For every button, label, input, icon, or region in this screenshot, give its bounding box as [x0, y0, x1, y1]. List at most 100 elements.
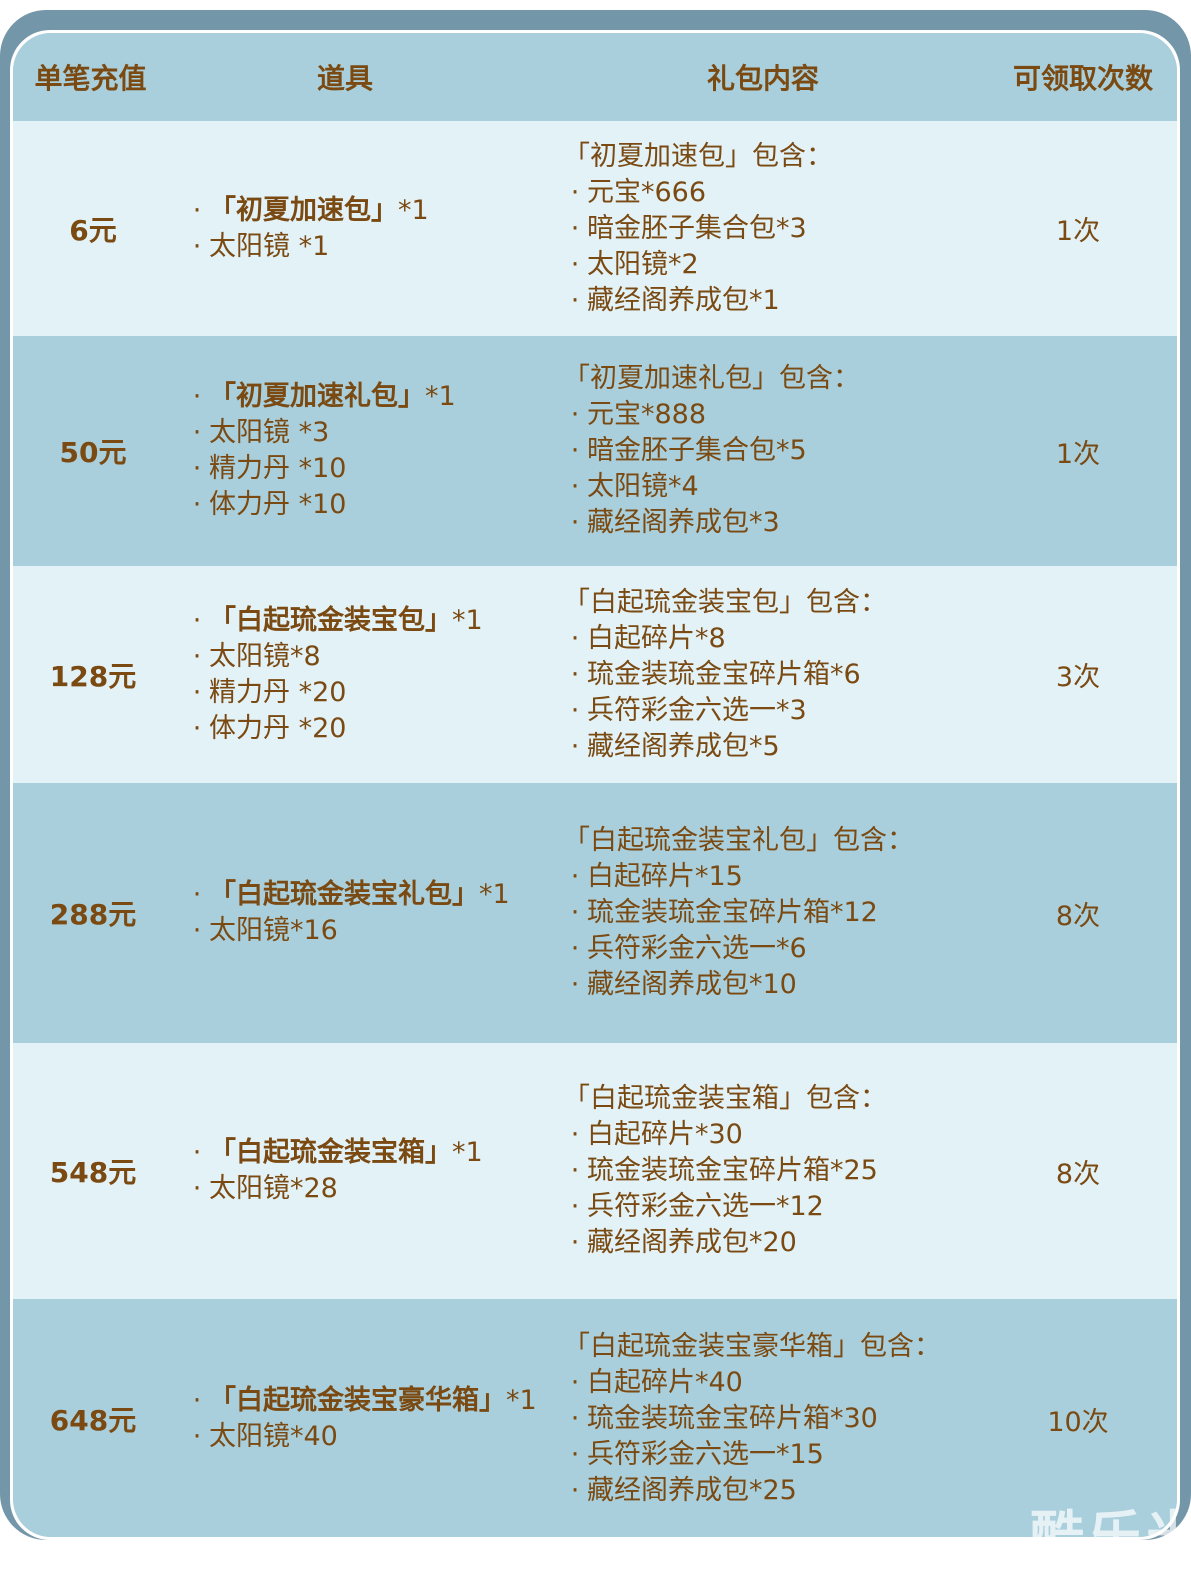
- contents-title: 「白起琉金装宝礼包」包含：: [563, 825, 914, 856]
- table-header: 单笔充值 道具 礼包内容 可领取次数: [13, 33, 1177, 121]
- item-line: · 太阳镜 *3: [185, 415, 565, 451]
- contents-title: 「白起琉金装宝箱」包含：: [563, 1083, 887, 1114]
- contents-item: 暗金胚子集合包*3: [587, 212, 807, 244]
- contents-line: · 藏经阁养成包*3: [563, 505, 1003, 541]
- item-pack-name: 「白起琉金装宝豪华箱」: [209, 1385, 506, 1416]
- bullet: ·: [570, 1439, 580, 1470]
- contents-title: 「初夏加速礼包」包含：: [563, 363, 860, 394]
- contents-line: · 藏经阁养成包*5: [563, 729, 1003, 765]
- table-row: 548元 · 「白起琉金装宝箱」*1 · 太阳镜*28 「白起琉金装宝箱」包含： · 白起碎片…: [13, 1043, 1177, 1299]
- contents-item: 兵符彩金六选一*3: [587, 694, 807, 726]
- item-qty: *1: [506, 1385, 537, 1416]
- contents-line: · 兵符彩金六选一*3: [563, 693, 1003, 729]
- header-items: 道具: [316, 62, 373, 95]
- items-cell: · 「白起琉金装宝豪华箱」*1 · 太阳镜*40: [185, 1299, 565, 1537]
- bullet: ·: [570, 1155, 580, 1186]
- item-qty: *1: [452, 604, 483, 636]
- table-row: 50元 · 「初夏加速礼包」*1 · 太阳镜 *3 · 精力丹 *10 · 体力丹 *10 「初夏…: [13, 336, 1177, 566]
- contents-line: · 白起碎片*8: [563, 621, 1003, 657]
- bullet: ·: [570, 1227, 580, 1258]
- bullet: ·: [192, 604, 202, 636]
- items-cell: · 「白起琉金装宝包」*1 · 太阳镜*8 · 精力丹 *20 · 体力丹 *20: [185, 566, 565, 783]
- contents-line: · 白起碎片*40: [563, 1365, 1003, 1401]
- contents-cell: 「白起琉金装宝豪华箱」包含： · 白起碎片*40 · 琉金装琉金宝碎片箱*30 · 兵符彩金…: [563, 1299, 1003, 1537]
- item-line: · 精力丹 *20: [185, 675, 565, 711]
- bullet: ·: [570, 897, 580, 928]
- bullet: ·: [570, 658, 580, 690]
- item-pack-name: 「初夏加速包」: [209, 194, 398, 226]
- items-cell: · 「白起琉金装宝礼包」*1 · 太阳镜*16: [185, 783, 565, 1043]
- bullet: ·: [570, 284, 580, 316]
- bullet: ·: [192, 453, 202, 484]
- bullet: ·: [570, 507, 580, 538]
- contents-item: 藏经阁养成包*10: [587, 969, 797, 1000]
- bullet: ·: [570, 1191, 580, 1222]
- contents-line: · 琉金装琉金宝碎片箱*12: [563, 895, 1003, 931]
- claim-times: 8次: [1055, 1158, 1101, 1190]
- bullet: ·: [192, 712, 202, 744]
- item-text: 太阳镜*28: [209, 1173, 338, 1204]
- table-row: 128元 · 「白起琉金装宝包」*1 · 太阳镜*8 · 精力丹 *20 · 体力丹 *20 「白…: [13, 566, 1177, 783]
- price: 288元: [49, 898, 137, 931]
- contents-line: · 兵符彩金六选一*15: [563, 1437, 1003, 1473]
- contents-line: · 兵符彩金六选一*6: [563, 931, 1003, 967]
- item-line: · 「白起琉金装宝箱」*1: [185, 1135, 565, 1171]
- header-contents: 礼包内容: [706, 62, 819, 95]
- price: 50元: [59, 436, 127, 469]
- item-line: · 「初夏加速包」*1: [185, 193, 565, 229]
- contents-item: 太阳镜*4: [587, 471, 699, 502]
- bullet: ·: [192, 1385, 202, 1416]
- item-line: · 精力丹 *10: [185, 451, 565, 487]
- bullet: ·: [192, 879, 202, 910]
- bullet: ·: [192, 417, 202, 448]
- contents-cell: 「白起琉金装宝礼包」包含： · 白起碎片*15 · 琉金装琉金宝碎片箱*12 · 兵符彩金六…: [563, 783, 1003, 1043]
- contents-item: 白起碎片*15: [587, 861, 743, 892]
- bullet: ·: [570, 471, 580, 502]
- bullet: ·: [570, 248, 580, 280]
- bullet: ·: [192, 489, 202, 520]
- item-line: · 太阳镜*40: [185, 1419, 565, 1455]
- bullet: ·: [570, 1403, 580, 1434]
- bullet: ·: [192, 676, 202, 708]
- contents-item: 藏经阁养成包*3: [587, 507, 780, 538]
- item-line: · 体力丹 *20: [185, 711, 565, 747]
- claim-times: 1次: [1055, 438, 1101, 470]
- contents-title: 「白起琉金装宝包」包含：: [563, 586, 887, 618]
- table-row: 6元 · 「初夏加速包」*1 · 太阳镜 *1 「初夏加速包」包含： · 元宝*666 · 暗金胚…: [13, 121, 1177, 336]
- bullet: ·: [192, 915, 202, 946]
- item-line: · 「初夏加速礼包」*1: [185, 379, 565, 415]
- item-line: · 太阳镜 *1: [185, 229, 565, 265]
- contents-line: · 元宝*666: [563, 175, 1003, 211]
- contents-line: · 太阳镜*4: [563, 469, 1003, 505]
- contents-item: 白起碎片*8: [587, 622, 726, 654]
- item-text: 精力丹 *10: [209, 453, 347, 484]
- bullet: ·: [192, 194, 202, 226]
- table-row: 288元 · 「白起琉金装宝礼包」*1 · 太阳镜*16 「白起琉金装宝礼包」包含： · 白起…: [13, 783, 1177, 1043]
- contents-item: 琉金装琉金宝碎片箱*12: [587, 897, 878, 928]
- item-line: · 太阳镜*16: [185, 913, 565, 949]
- bullet: ·: [192, 640, 202, 672]
- bullet: ·: [570, 399, 580, 430]
- bullet: ·: [570, 1119, 580, 1150]
- contents-item: 兵符彩金六选一*15: [587, 1439, 824, 1470]
- watermark-logo: 酷乐米: [1030, 1505, 1191, 1568]
- bullet: ·: [192, 1173, 202, 1204]
- contents-line: · 兵符彩金六选一*12: [563, 1189, 1003, 1225]
- item-line: · 体力丹 *10: [185, 487, 565, 523]
- item-text: 太阳镜*40: [209, 1421, 338, 1452]
- contents-item: 琉金装琉金宝碎片箱*25: [587, 1155, 878, 1186]
- bullet: ·: [570, 861, 580, 892]
- contents-line: · 琉金装琉金宝碎片箱*30: [563, 1401, 1003, 1437]
- contents-title: 「白起琉金装宝豪华箱」包含：: [563, 1331, 941, 1362]
- contents-item: 兵符彩金六选一*12: [587, 1191, 824, 1222]
- item-text: 太阳镜*16: [209, 915, 338, 946]
- claim-times: 10次: [1047, 1406, 1109, 1438]
- price: 128元: [49, 659, 137, 693]
- bullet: ·: [570, 730, 580, 762]
- header-claim-times: 可领取次数: [1012, 62, 1153, 95]
- bullet: ·: [570, 969, 580, 1000]
- contents-item: 琉金装琉金宝碎片箱*6: [587, 658, 861, 690]
- contents-item: 藏经阁养成包*20: [587, 1227, 797, 1258]
- item-text: 体力丹 *10: [209, 489, 347, 520]
- bullet: ·: [570, 694, 580, 726]
